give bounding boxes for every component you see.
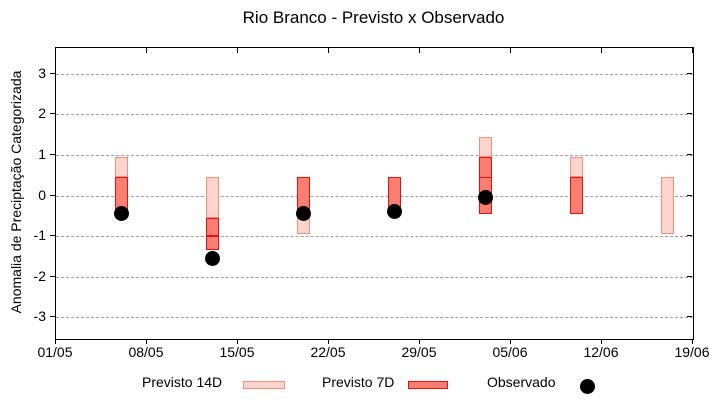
x-tick-label: 05/06 — [492, 344, 528, 360]
forecast-bar-previsto_14d — [478, 136, 492, 157]
x-tick-bottom — [55, 339, 56, 344]
x-tick-label: 22/05 — [310, 344, 346, 360]
y-tick-left — [50, 275, 55, 277]
gridline — [56, 195, 693, 197]
y-tick-left — [50, 72, 55, 74]
gridline — [56, 73, 693, 75]
x-tick-top — [510, 48, 511, 53]
chart-title: Rio Branco - Previsto x Observado — [242, 8, 505, 27]
forecast-bar-previsto_14d — [205, 177, 219, 218]
x-tick-label: 29/05 — [401, 344, 437, 360]
x-tick-bottom — [601, 339, 602, 344]
x-tick-top — [55, 48, 56, 53]
gridline — [56, 317, 693, 319]
gridline — [56, 236, 693, 238]
observed-dot — [386, 204, 402, 220]
legend-swatch-previsto-14d — [243, 381, 285, 389]
forecast-bar-previsto_14d — [569, 157, 583, 178]
forecast-bar-previsto_14d — [114, 157, 128, 178]
y-tick-label: -3 — [33, 308, 46, 325]
y-tick-label: 1 — [38, 145, 46, 162]
forecast-bar-divider — [205, 235, 219, 237]
observed-dot — [477, 190, 493, 206]
x-tick-bottom — [692, 339, 693, 344]
legend-swatch-observado-dot — [580, 379, 595, 394]
y-tick-label: 0 — [38, 186, 46, 203]
forecast-bar-previsto_7d — [478, 157, 492, 214]
legend-label-observado: Observado — [487, 374, 556, 390]
x-tick-top — [237, 48, 238, 53]
forecast-bar-previsto_7d — [569, 177, 583, 214]
y-tick-right — [687, 194, 692, 196]
x-tick-top — [601, 48, 602, 53]
legend-swatch-previsto-7d — [408, 381, 448, 389]
y-tick-label: -1 — [33, 227, 46, 244]
x-tick-bottom — [419, 339, 420, 344]
y-tick-left — [50, 153, 55, 155]
plot-area — [55, 47, 694, 340]
y-tick-left — [50, 235, 55, 237]
y-tick-right — [687, 153, 692, 155]
y-tick-left — [50, 194, 55, 196]
x-tick-label: 15/05 — [219, 344, 255, 360]
observed-dot — [113, 206, 129, 222]
x-tick-bottom — [328, 339, 329, 344]
x-tick-top — [328, 48, 329, 53]
y-tick-right — [687, 113, 692, 115]
y-tick-right — [687, 275, 692, 277]
x-tick-bottom — [237, 339, 238, 344]
y-tick-left — [50, 113, 55, 115]
x-tick-bottom — [510, 339, 511, 344]
forecast-bar-previsto_14d — [660, 177, 674, 235]
gridline — [56, 276, 693, 278]
x-tick-label: 08/05 — [128, 344, 164, 360]
x-tick-top — [419, 48, 420, 53]
x-tick-top — [692, 48, 693, 53]
y-tick-right — [687, 235, 692, 237]
forecast-bar-divider — [478, 176, 492, 179]
y-tick-label: 3 — [38, 64, 46, 81]
gridline — [56, 114, 693, 116]
y-tick-right — [687, 316, 692, 318]
y-tick-label: 2 — [38, 105, 46, 122]
legend-label-previsto-14d: Previsto 14D — [142, 374, 223, 390]
y-tick-right — [687, 72, 692, 74]
gridline — [56, 154, 693, 156]
x-tick-label: 19/06 — [674, 344, 710, 360]
observed-dot — [204, 250, 220, 266]
forecast-bar-previsto_7d — [205, 217, 219, 251]
x-tick-label: 12/06 — [583, 344, 619, 360]
x-tick-bottom — [146, 339, 147, 344]
y-tick-left — [50, 316, 55, 318]
observed-dot — [295, 206, 311, 222]
x-tick-top — [146, 48, 147, 53]
legend-label-previsto-7d: Previsto 7D — [322, 374, 395, 390]
x-tick-label: 01/05 — [37, 344, 73, 360]
y-tick-label: -2 — [33, 267, 46, 284]
